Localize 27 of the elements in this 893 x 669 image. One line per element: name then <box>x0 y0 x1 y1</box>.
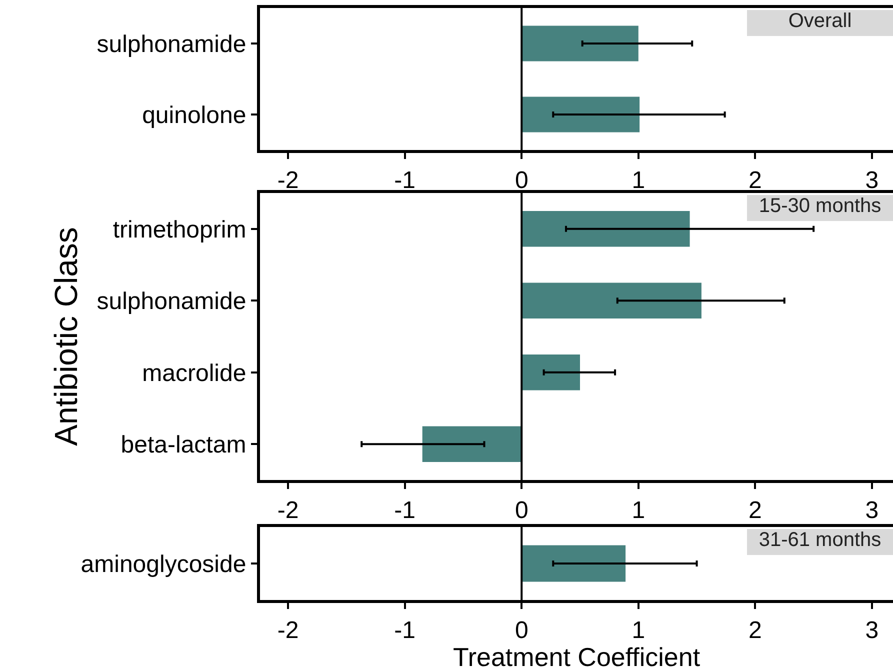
x-tick-label: -1 <box>394 496 416 524</box>
x-tick-label: 1 <box>632 496 646 524</box>
y-axis-title: Antibiotic Class <box>48 227 84 446</box>
x-tick-label: -1 <box>394 616 416 644</box>
x-tick-label: 0 <box>514 616 528 644</box>
x-tick-label: 3 <box>865 616 879 644</box>
x-tick-label: 3 <box>865 496 879 524</box>
y-tick-label: sulphonamide <box>96 288 246 316</box>
y-tick-label: sulphonamide <box>96 30 246 58</box>
x-tick-label: 2 <box>748 166 762 194</box>
x-tick-label: 3 <box>865 166 879 194</box>
x-tick-label: 0 <box>514 166 528 194</box>
x-tick-label: 1 <box>632 166 646 194</box>
y-tick-label: trimethoprim <box>112 216 246 244</box>
x-tick-label: 1 <box>632 616 646 644</box>
x-tick-label: -2 <box>277 496 299 524</box>
x-tick-label: -2 <box>277 616 299 644</box>
x-tick-label: 2 <box>748 496 762 524</box>
x-tick-label: 2 <box>748 616 762 644</box>
x-tick-label: -2 <box>277 166 299 194</box>
y-tick-label: quinolone <box>142 102 246 129</box>
x-axis-title: Treatment Coefficient <box>452 642 702 669</box>
x-tick-label: -1 <box>394 166 416 194</box>
y-tick-label: aminoglycoside <box>80 550 246 578</box>
y-tick-label: macrolide <box>142 360 246 387</box>
x-tick-label: 0 <box>514 496 528 524</box>
y-tick-label: beta-lactam <box>120 432 246 459</box>
